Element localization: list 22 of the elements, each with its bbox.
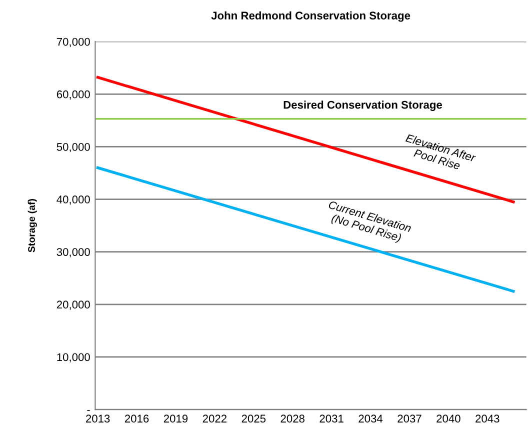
ref-line-label: Desired Conservation Storage	[284, 100, 442, 111]
y-tick-label: 20,000	[56, 300, 90, 310]
x-tick-label: 2037	[398, 414, 422, 423]
x-tick-label: 2031	[320, 414, 344, 423]
y-tick-label: 50,000	[56, 142, 90, 152]
y-tick-label: 10,000	[57, 353, 90, 362]
y-tick-label: 30,000	[56, 248, 90, 258]
x-tick-label: 2043	[476, 414, 500, 423]
y-tick-label: -	[87, 410, 90, 412]
x-tick-label: 2019	[164, 414, 188, 423]
y-tick-label: 40,000	[56, 196, 90, 205]
chart-title: John Redmond Conservation Storage	[211, 11, 410, 22]
x-tick-label: 2025	[242, 414, 266, 423]
x-tick-label: 2034	[358, 414, 383, 423]
y-axis-title: Storage (af)	[28, 199, 37, 252]
x-tick-label: 2022	[202, 414, 226, 423]
y-tick-label: 70,000	[56, 38, 90, 48]
x-tick-label: 2040	[436, 414, 460, 423]
y-tick-label: 60,000	[56, 90, 90, 100]
x-tick-label: 2028	[280, 414, 304, 423]
x-tick-label: 2016	[124, 414, 149, 423]
x-tick-label: 2013	[86, 414, 110, 423]
